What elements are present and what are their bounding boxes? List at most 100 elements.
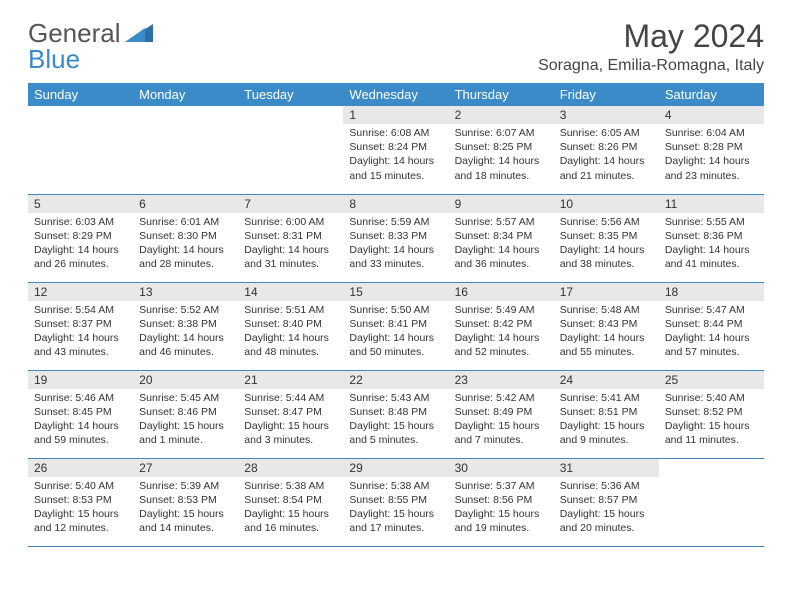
calendar-day-cell: 25Sunrise: 5:40 AMSunset: 8:52 PMDayligh… [659, 370, 764, 458]
day-details: Sunrise: 5:57 AMSunset: 8:34 PMDaylight:… [449, 213, 554, 276]
sunrise-text: Sunrise: 5:52 AM [139, 303, 232, 317]
sunrise-text: Sunrise: 5:59 AM [349, 215, 442, 229]
sunrise-text: Sunrise: 5:38 AM [244, 479, 337, 493]
calendar-header-row: SundayMondayTuesdayWednesdayThursdayFrid… [28, 83, 764, 106]
day-details: Sunrise: 5:48 AMSunset: 8:43 PMDaylight:… [554, 301, 659, 364]
sunset-text: Sunset: 8:35 PM [560, 229, 653, 243]
sunset-text: Sunset: 8:24 PM [349, 140, 442, 154]
weekday-header: Thursday [449, 83, 554, 106]
sunrise-text: Sunrise: 5:56 AM [560, 215, 653, 229]
calendar-day-cell: 7Sunrise: 6:00 AMSunset: 8:31 PMDaylight… [238, 194, 343, 282]
daylight-text: Daylight: 15 hours and 7 minutes. [455, 419, 548, 447]
calendar-day-cell: 28Sunrise: 5:38 AMSunset: 8:54 PMDayligh… [238, 458, 343, 546]
day-number: 20 [133, 371, 238, 389]
day-details: Sunrise: 5:38 AMSunset: 8:55 PMDaylight:… [343, 477, 448, 540]
sunrise-text: Sunrise: 5:47 AM [665, 303, 758, 317]
sunset-text: Sunset: 8:48 PM [349, 405, 442, 419]
day-number: 3 [554, 106, 659, 124]
calendar-day-cell [28, 106, 133, 194]
calendar-day-cell: 15Sunrise: 5:50 AMSunset: 8:41 PMDayligh… [343, 282, 448, 370]
day-details: Sunrise: 6:08 AMSunset: 8:24 PMDaylight:… [343, 124, 448, 187]
daylight-text: Daylight: 14 hours and 31 minutes. [244, 243, 337, 271]
sunset-text: Sunset: 8:53 PM [34, 493, 127, 507]
day-details: Sunrise: 5:40 AMSunset: 8:53 PMDaylight:… [28, 477, 133, 540]
calendar-day-cell [238, 106, 343, 194]
sunrise-text: Sunrise: 5:43 AM [349, 391, 442, 405]
sunrise-text: Sunrise: 5:51 AM [244, 303, 337, 317]
calendar-day-cell: 2Sunrise: 6:07 AMSunset: 8:25 PMDaylight… [449, 106, 554, 194]
day-number: 26 [28, 459, 133, 477]
calendar-day-cell: 18Sunrise: 5:47 AMSunset: 8:44 PMDayligh… [659, 282, 764, 370]
day-details: Sunrise: 5:38 AMSunset: 8:54 PMDaylight:… [238, 477, 343, 540]
calendar-day-cell: 4Sunrise: 6:04 AMSunset: 8:28 PMDaylight… [659, 106, 764, 194]
sunset-text: Sunset: 8:31 PM [244, 229, 337, 243]
sunrise-text: Sunrise: 5:46 AM [34, 391, 127, 405]
day-number: 5 [28, 195, 133, 213]
daylight-text: Daylight: 14 hours and 55 minutes. [560, 331, 653, 359]
calendar-day-cell: 16Sunrise: 5:49 AMSunset: 8:42 PMDayligh… [449, 282, 554, 370]
calendar-day-cell: 11Sunrise: 5:55 AMSunset: 8:36 PMDayligh… [659, 194, 764, 282]
day-number [238, 106, 343, 124]
day-number: 12 [28, 283, 133, 301]
calendar-week-row: 5Sunrise: 6:03 AMSunset: 8:29 PMDaylight… [28, 194, 764, 282]
daylight-text: Daylight: 14 hours and 43 minutes. [34, 331, 127, 359]
day-details: Sunrise: 6:07 AMSunset: 8:25 PMDaylight:… [449, 124, 554, 187]
sunrise-text: Sunrise: 5:36 AM [560, 479, 653, 493]
calendar-day-cell: 13Sunrise: 5:52 AMSunset: 8:38 PMDayligh… [133, 282, 238, 370]
calendar-week-row: 12Sunrise: 5:54 AMSunset: 8:37 PMDayligh… [28, 282, 764, 370]
weekday-header: Saturday [659, 83, 764, 106]
logo-text-2: Blue [28, 44, 80, 75]
calendar-week-row: 19Sunrise: 5:46 AMSunset: 8:45 PMDayligh… [28, 370, 764, 458]
sunset-text: Sunset: 8:28 PM [665, 140, 758, 154]
daylight-text: Daylight: 14 hours and 52 minutes. [455, 331, 548, 359]
calendar-day-cell: 30Sunrise: 5:37 AMSunset: 8:56 PMDayligh… [449, 458, 554, 546]
sunset-text: Sunset: 8:33 PM [349, 229, 442, 243]
sunset-text: Sunset: 8:43 PM [560, 317, 653, 331]
day-details: Sunrise: 5:55 AMSunset: 8:36 PMDaylight:… [659, 213, 764, 276]
daylight-text: Daylight: 14 hours and 46 minutes. [139, 331, 232, 359]
calendar-day-cell [133, 106, 238, 194]
sunrise-text: Sunrise: 5:38 AM [349, 479, 442, 493]
sunset-text: Sunset: 8:57 PM [560, 493, 653, 507]
calendar-day-cell: 26Sunrise: 5:40 AMSunset: 8:53 PMDayligh… [28, 458, 133, 546]
sunrise-text: Sunrise: 5:45 AM [139, 391, 232, 405]
sunrise-text: Sunrise: 6:00 AM [244, 215, 337, 229]
calendar-day-cell: 14Sunrise: 5:51 AMSunset: 8:40 PMDayligh… [238, 282, 343, 370]
daylight-text: Daylight: 14 hours and 23 minutes. [665, 154, 758, 182]
daylight-text: Daylight: 15 hours and 16 minutes. [244, 507, 337, 535]
calendar-week-row: 1Sunrise: 6:08 AMSunset: 8:24 PMDaylight… [28, 106, 764, 194]
daylight-text: Daylight: 15 hours and 9 minutes. [560, 419, 653, 447]
day-details: Sunrise: 5:52 AMSunset: 8:38 PMDaylight:… [133, 301, 238, 364]
sunrise-text: Sunrise: 6:04 AM [665, 126, 758, 140]
weekday-header: Tuesday [238, 83, 343, 106]
sunrise-text: Sunrise: 5:41 AM [560, 391, 653, 405]
daylight-text: Daylight: 15 hours and 5 minutes. [349, 419, 442, 447]
title-block: May 2024 Soragna, Emilia-Romagna, Italy [538, 18, 764, 75]
calendar-week-row: 26Sunrise: 5:40 AMSunset: 8:53 PMDayligh… [28, 458, 764, 546]
sunset-text: Sunset: 8:46 PM [139, 405, 232, 419]
daylight-text: Daylight: 15 hours and 20 minutes. [560, 507, 653, 535]
sunrise-text: Sunrise: 5:42 AM [455, 391, 548, 405]
sunset-text: Sunset: 8:54 PM [244, 493, 337, 507]
day-number: 15 [343, 283, 448, 301]
sunset-text: Sunset: 8:29 PM [34, 229, 127, 243]
day-details: Sunrise: 5:40 AMSunset: 8:52 PMDaylight:… [659, 389, 764, 452]
daylight-text: Daylight: 14 hours and 41 minutes. [665, 243, 758, 271]
day-details: Sunrise: 5:36 AMSunset: 8:57 PMDaylight:… [554, 477, 659, 540]
calendar-day-cell: 20Sunrise: 5:45 AMSunset: 8:46 PMDayligh… [133, 370, 238, 458]
day-number: 25 [659, 371, 764, 389]
day-number: 24 [554, 371, 659, 389]
day-details: Sunrise: 5:39 AMSunset: 8:53 PMDaylight:… [133, 477, 238, 540]
day-number: 9 [449, 195, 554, 213]
sunrise-text: Sunrise: 5:57 AM [455, 215, 548, 229]
sunset-text: Sunset: 8:51 PM [560, 405, 653, 419]
daylight-text: Daylight: 15 hours and 19 minutes. [455, 507, 548, 535]
daylight-text: Daylight: 14 hours and 33 minutes. [349, 243, 442, 271]
day-number: 17 [554, 283, 659, 301]
daylight-text: Daylight: 14 hours and 21 minutes. [560, 154, 653, 182]
sunset-text: Sunset: 8:41 PM [349, 317, 442, 331]
weekday-header: Monday [133, 83, 238, 106]
calendar-day-cell: 9Sunrise: 5:57 AMSunset: 8:34 PMDaylight… [449, 194, 554, 282]
calendar-day-cell: 29Sunrise: 5:38 AMSunset: 8:55 PMDayligh… [343, 458, 448, 546]
day-number: 22 [343, 371, 448, 389]
